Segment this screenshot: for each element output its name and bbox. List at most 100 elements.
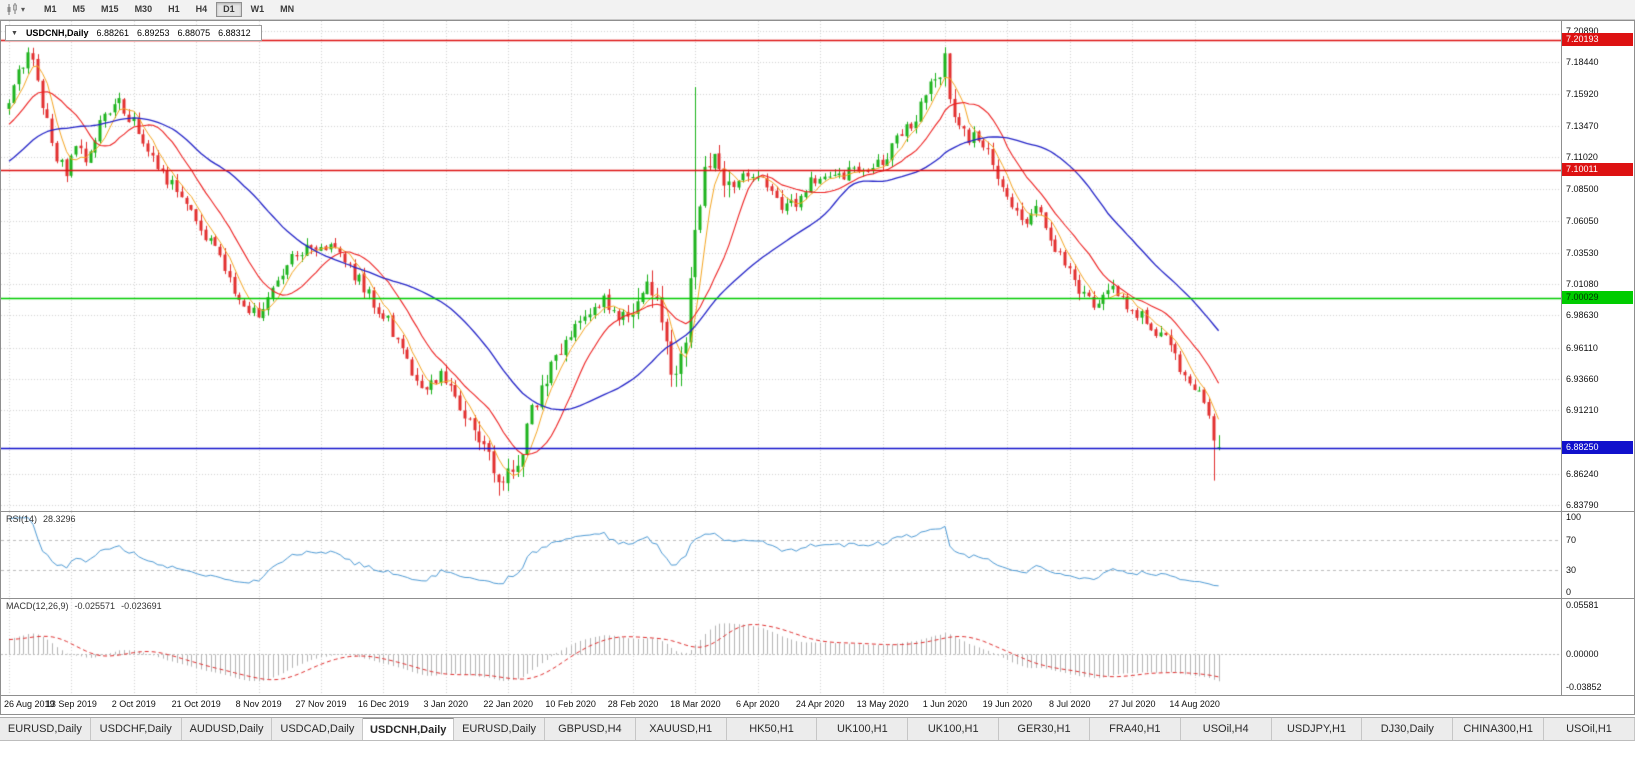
price-axis[interactable]: 7.20890 7.18440 7.15920 7.13470 7.11020 7.085…	[1561, 21, 1633, 511]
macd-pane: MACD(12,26,9) -0.025571 -0.023691 0.0558…	[1, 598, 1634, 695]
chart-tab-bar: EURUSD,Daily USDCHF,Daily AUDUSD,Daily USDC…	[0, 717, 1635, 741]
price-line-label: 6.88250	[1562, 441, 1633, 455]
chart-tab-ger30-h1-11[interactable]: GER30,H1	[999, 718, 1090, 740]
chart-tab-uk100-h1-10[interactable]: UK100,H1	[908, 718, 1000, 740]
chart-tab-usdchf-daily-1[interactable]: USDCHF,Daily	[90, 718, 182, 740]
chart-tab-audusd-daily-2[interactable]: AUDUSD,Daily	[181, 718, 273, 740]
rsi-axis[interactable]: 100 70 30 0	[1561, 512, 1633, 598]
rsi-axis-label: 30	[1566, 564, 1577, 575]
price-axis-label: 7.18440	[1566, 57, 1599, 68]
dropdown-caret-icon: ▾	[21, 4, 26, 14]
chart-tab-usdcnh-daily-4[interactable]: USDCNH,Daily	[363, 718, 455, 740]
macd-value-main: -0.025571	[74, 601, 116, 611]
date-axis-label: 16 Dec 2019	[357, 699, 409, 709]
timeframe-button-m5[interactable]: M5	[72, 4, 86, 14]
price-axis-label: 6.86240	[1566, 468, 1599, 479]
date-axis-label: 24 Apr 2020	[795, 699, 845, 709]
bottom-spacer	[0, 741, 1635, 765]
chart-tab-gbpusd-h4-6[interactable]: GBPUSD,H4	[544, 718, 636, 740]
date-axis-label: 13 Sep 2019	[45, 699, 97, 709]
chart-window: ▼ USDCNH,Daily 6.88261 6.89253 6.88075 6…	[0, 20, 1635, 715]
macd-name: MACD(12,26,9)	[6, 601, 69, 611]
macd-label: MACD(12,26,9) -0.025571 -0.023691	[6, 601, 162, 611]
date-axis-label: 27 Jul 2020	[1108, 699, 1156, 709]
price-axis-label: 7.13470	[1566, 120, 1599, 131]
chart-tool-button[interactable]: ▾	[4, 2, 27, 17]
price-line-label: 7.20193	[1562, 32, 1633, 46]
timeframe-button-m15[interactable]: M15	[101, 4, 119, 14]
rsi-name: RSI(14)	[6, 514, 38, 524]
date-axis-label: 8 Jul 2020	[1049, 699, 1091, 709]
main-price-pane: ▼ USDCNH,Daily 6.88261 6.89253 6.88075 6…	[1, 21, 1634, 511]
macd-axis-label: -0.03852	[1566, 682, 1602, 692]
price-axis-label: 6.98630	[1566, 310, 1599, 321]
date-axis[interactable]: 26 Aug 2019 13 Sep 2019 2 Oct 2019 21 Oct 2…	[1, 695, 1634, 714]
date-axis-label: 8 Nov 2019	[235, 699, 282, 709]
chart-tab-china300-h1-16[interactable]: CHINA300,H1	[1453, 718, 1545, 740]
price-axis-label: 7.20890	[1566, 26, 1599, 36]
timeframe-button-h4[interactable]: H4	[195, 4, 208, 14]
macd-axis-label: 0.00000	[1566, 648, 1599, 659]
chart-tab-xauusd-h1-7[interactable]: XAUUSD,H1	[635, 718, 727, 740]
date-axis-label: 22 Jan 2020	[483, 699, 533, 709]
date-axis-label: 21 Oct 2019	[171, 699, 221, 709]
chart-tab-eurusd-daily-5[interactable]: EURUSD,Daily	[454, 718, 545, 740]
chart-tab-hk50-h1-8[interactable]: HK50,H1	[726, 718, 818, 740]
chart-tab-uk100-h1-9[interactable]: UK100,H1	[817, 718, 909, 740]
date-axis-label: 18 Mar 2020	[670, 699, 721, 709]
price-line-label: 7.00029	[1562, 290, 1633, 304]
chart-tab-usoil-h1-17[interactable]: USOil,H1	[1544, 718, 1635, 740]
rsi-axis-label: 100	[1566, 512, 1582, 522]
chart-tab-usdcad-daily-3[interactable]: USDCAD,Daily	[272, 718, 364, 740]
chart-tab-usoil-h4-13[interactable]: USOil,H4	[1180, 718, 1272, 740]
macd-value-signal: -0.023691	[121, 601, 162, 611]
rsi-canvas[interactable]	[1, 512, 1561, 598]
price-line-label: 7.10011	[1562, 162, 1633, 176]
date-axis-label: 14 Aug 2020	[1169, 699, 1220, 709]
price-axis-label: 6.93660	[1566, 373, 1599, 384]
timeframe-button-w1[interactable]: W1	[250, 4, 265, 14]
timeframes-toolbar: ▾ M1 M5 M15 M30 H1 H4 D1 W1 MN	[0, 0, 1635, 20]
price-axis-label: 7.01080	[1566, 279, 1599, 290]
ohlc-high: 6.89253	[137, 28, 170, 38]
macd-canvas[interactable]	[1, 599, 1561, 695]
ohlc-close: 6.88312	[218, 28, 251, 38]
rsi-label: RSI(14) 28.3296	[6, 514, 76, 524]
date-axis-label: 10 Feb 2020	[545, 699, 596, 709]
macd-axis-label: 0.05581	[1566, 600, 1599, 610]
collapse-arrow-icon[interactable]: ▼	[11, 29, 18, 37]
chart-tab-eurusd-daily-0[interactable]: EURUSD,Daily	[0, 718, 91, 740]
price-axis-label: 7.15920	[1566, 89, 1599, 100]
date-axis-label: 27 Nov 2019	[295, 699, 347, 709]
timeframe-button-d1[interactable]: D1	[216, 2, 242, 17]
ohlc-low: 6.88075	[177, 28, 211, 38]
timeframe-buttons: M1 M5 M15 M30 H1 H4 D1 W1 MN	[37, 2, 303, 17]
chart-symbol-label: USDCNH,Daily	[25, 28, 89, 38]
date-axis-label: 26 Aug 2019	[4, 699, 55, 709]
date-axis-label: 2 Oct 2019	[111, 699, 156, 709]
chart-tab-dj30-daily-15[interactable]: DJ30,Daily	[1362, 718, 1454, 740]
ohlc-open: 6.88261	[96, 28, 129, 38]
candlestick-chart-icon	[7, 3, 17, 15]
date-axis-label: 28 Feb 2020	[607, 699, 659, 709]
date-axis-label: 6 Apr 2020	[736, 699, 780, 709]
timeframe-button-h1[interactable]: H1	[168, 4, 180, 14]
price-axis-label: 7.11020	[1566, 152, 1598, 163]
chart-tab-fra40-h1-12[interactable]: FRA40,H1	[1089, 718, 1181, 740]
chart-title-box: ▼ USDCNH,Daily 6.88261 6.89253 6.88075 6…	[5, 25, 262, 41]
price-axis-label: 6.91210	[1566, 405, 1599, 416]
date-axis-label: 13 May 2020	[856, 699, 909, 709]
chart-tab-usdjpy-h1-14[interactable]: USDJPY,H1	[1271, 718, 1363, 740]
timeframe-button-m30[interactable]: M30	[134, 4, 153, 14]
price-axis-label: 7.08500	[1566, 184, 1599, 195]
price-axis-label: 6.83790	[1566, 500, 1599, 510]
date-axis-label: 19 Jun 2020	[982, 699, 1033, 709]
date-axis-label: 3 Jan 2020	[423, 699, 469, 709]
indicator-axis-spacer: 0.05581 0.00000 -0.03852	[1561, 599, 1633, 695]
rsi-axis-label: 70	[1566, 534, 1577, 545]
rsi-value: 28.3296	[43, 514, 76, 524]
timeframe-button-m1[interactable]: M1	[44, 4, 57, 14]
main-chart-canvas[interactable]	[1, 21, 1561, 511]
timeframe-button-mn[interactable]: MN	[280, 4, 295, 14]
